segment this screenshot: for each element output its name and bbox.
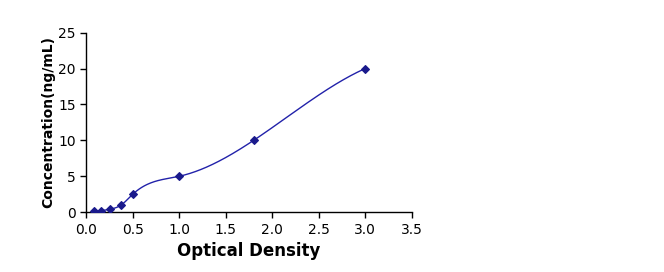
Y-axis label: Concentration(ng/mL): Concentration(ng/mL) — [42, 36, 56, 208]
X-axis label: Optical Density: Optical Density — [177, 242, 321, 260]
